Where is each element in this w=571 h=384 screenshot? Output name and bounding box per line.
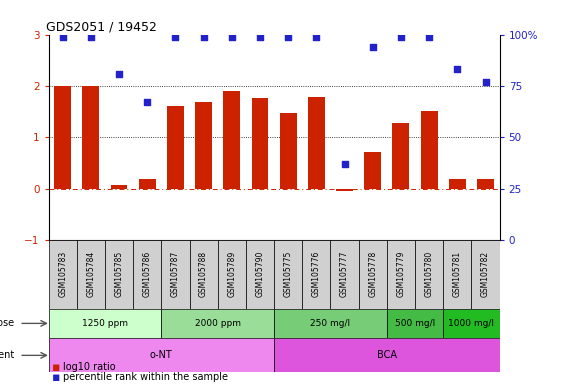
Text: GSM105780: GSM105780 xyxy=(425,251,433,298)
Bar xyxy=(415,240,443,309)
Text: GSM105785: GSM105785 xyxy=(115,251,123,298)
Point xyxy=(340,161,349,167)
Text: GSM105790: GSM105790 xyxy=(255,251,264,298)
Bar xyxy=(280,113,297,189)
Bar xyxy=(162,240,190,309)
Point xyxy=(453,66,462,73)
Text: GSM105782: GSM105782 xyxy=(481,251,490,297)
Bar xyxy=(449,179,466,189)
Point xyxy=(58,33,67,40)
Bar xyxy=(190,240,218,309)
Bar xyxy=(364,152,381,189)
Text: 1250 ppm: 1250 ppm xyxy=(82,319,128,328)
Point xyxy=(227,33,236,40)
Point xyxy=(396,33,405,40)
Point xyxy=(481,79,490,85)
Text: GSM105778: GSM105778 xyxy=(368,251,377,298)
Bar xyxy=(421,111,437,189)
Text: 500 mg/l: 500 mg/l xyxy=(395,319,435,328)
Bar xyxy=(331,240,359,309)
Bar xyxy=(477,179,494,189)
Bar xyxy=(54,86,71,189)
Text: GSM105784: GSM105784 xyxy=(86,251,95,298)
Bar xyxy=(251,98,268,189)
Text: ▪: ▪ xyxy=(51,361,60,374)
Bar xyxy=(133,240,162,309)
Point xyxy=(143,99,152,106)
Text: dose: dose xyxy=(0,318,15,328)
Bar xyxy=(336,189,353,191)
Point xyxy=(368,44,377,50)
Text: GSM105788: GSM105788 xyxy=(199,251,208,297)
Bar xyxy=(195,103,212,189)
Text: GSM105786: GSM105786 xyxy=(143,251,152,298)
Text: BCA: BCA xyxy=(377,350,397,360)
Text: 250 mg/l: 250 mg/l xyxy=(311,319,351,328)
Bar xyxy=(167,106,184,189)
Text: GDS2051 / 19452: GDS2051 / 19452 xyxy=(46,20,157,33)
Point xyxy=(425,33,434,40)
Text: log10 ratio: log10 ratio xyxy=(63,362,115,372)
Bar xyxy=(139,179,156,189)
Text: GSM105783: GSM105783 xyxy=(58,251,67,298)
Text: percentile rank within the sample: percentile rank within the sample xyxy=(63,372,228,382)
Bar xyxy=(49,240,77,309)
Bar xyxy=(392,123,409,189)
Text: 2000 ppm: 2000 ppm xyxy=(195,319,241,328)
Bar xyxy=(302,240,331,309)
Bar xyxy=(105,240,133,309)
Bar xyxy=(472,240,500,309)
Text: GSM105777: GSM105777 xyxy=(340,251,349,298)
Bar xyxy=(274,309,387,338)
Text: agent: agent xyxy=(0,350,15,360)
Text: GSM105787: GSM105787 xyxy=(171,251,180,298)
Bar xyxy=(387,309,443,338)
Bar xyxy=(443,309,500,338)
Text: GSM105789: GSM105789 xyxy=(227,251,236,298)
Bar xyxy=(218,240,246,309)
Point xyxy=(86,33,95,40)
Bar xyxy=(49,309,162,338)
Text: o-NT: o-NT xyxy=(150,350,172,360)
Point xyxy=(284,33,293,40)
Bar xyxy=(274,240,302,309)
Text: GSM105781: GSM105781 xyxy=(453,251,462,297)
Bar xyxy=(308,97,325,189)
Text: GSM105779: GSM105779 xyxy=(396,251,405,298)
Text: 1000 mg/l: 1000 mg/l xyxy=(448,319,494,328)
Bar xyxy=(49,338,274,372)
Bar xyxy=(443,240,472,309)
Bar xyxy=(274,338,500,372)
Bar xyxy=(111,185,127,189)
Point xyxy=(171,33,180,40)
Point xyxy=(199,33,208,40)
Point xyxy=(114,71,123,77)
Bar xyxy=(82,86,99,189)
Bar xyxy=(223,91,240,189)
Text: GSM105775: GSM105775 xyxy=(284,251,293,298)
Text: ▪: ▪ xyxy=(51,371,60,384)
Bar xyxy=(359,240,387,309)
Point xyxy=(255,33,264,40)
Bar xyxy=(246,240,274,309)
Bar xyxy=(387,240,415,309)
Point xyxy=(312,33,321,40)
Bar xyxy=(77,240,105,309)
Bar xyxy=(162,309,274,338)
Text: GSM105776: GSM105776 xyxy=(312,251,321,298)
